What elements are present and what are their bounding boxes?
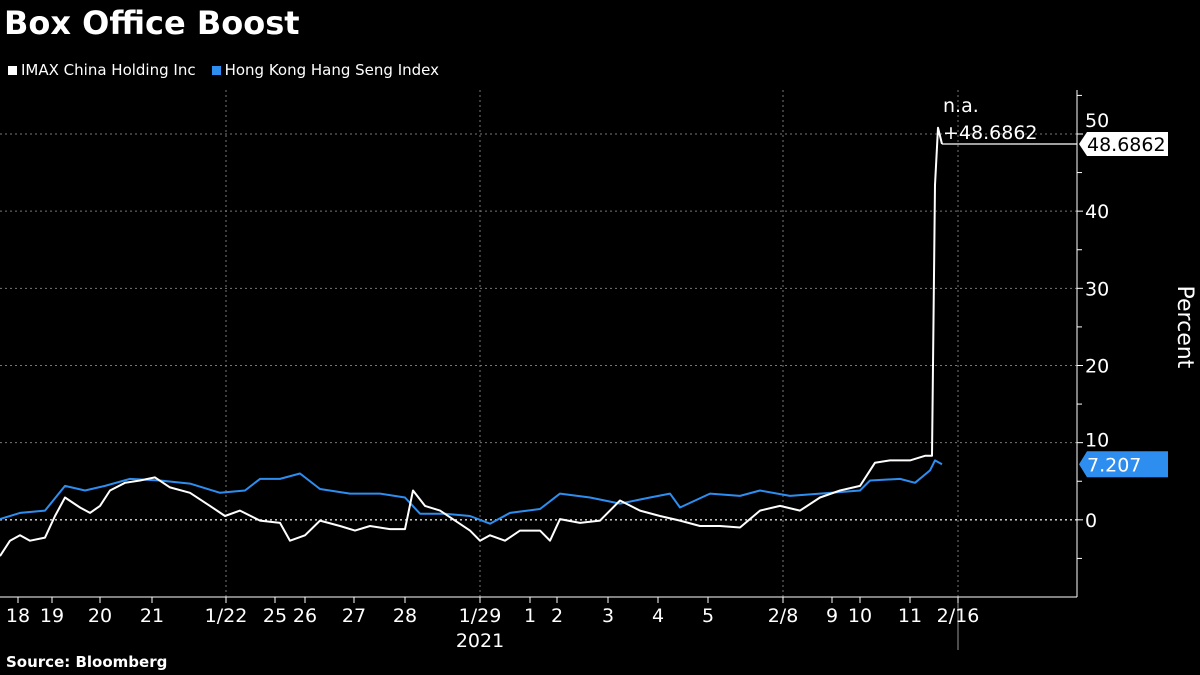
legend-swatch-hsi bbox=[211, 65, 221, 75]
series-line-hsi bbox=[0, 459, 943, 525]
x-tick-label: 19 bbox=[40, 605, 64, 627]
x-tick-label: 18 bbox=[6, 605, 30, 627]
y-tick-label: 20 bbox=[1085, 355, 1109, 377]
imax-last-value: 48.6862 bbox=[1087, 134, 1166, 156]
source-note: Source: Bloomberg bbox=[6, 653, 168, 671]
legend-item-hsi[interactable]: Hong Kong Hang Seng Index bbox=[211, 61, 440, 79]
legend-label: Hong Kong Hang Seng Index bbox=[224, 61, 440, 79]
hsi-last-value: 7.207 bbox=[1087, 454, 1141, 476]
imax-last-value-tag bbox=[1079, 132, 1168, 157]
x-tick-label: 2 bbox=[551, 605, 563, 627]
x-tick-label: 1/22 bbox=[205, 605, 248, 627]
imax-na-label: n.a. bbox=[943, 95, 979, 117]
series-line-imax bbox=[0, 126, 943, 557]
x-tick-label: 9 bbox=[826, 605, 838, 627]
x-tick-label: 3 bbox=[602, 605, 614, 627]
legend-label: IMAX China Holding Inc bbox=[21, 61, 196, 79]
x-tick-label: 26 bbox=[293, 605, 317, 627]
y-tick-label: 10 bbox=[1085, 429, 1109, 451]
y-tick-label: 30 bbox=[1085, 278, 1109, 300]
chart-title: Box Office Boost bbox=[4, 4, 300, 42]
legend-swatch-imax bbox=[8, 65, 17, 75]
x-tick-label: 1 bbox=[524, 605, 536, 627]
y-tick-label: 50 bbox=[1085, 110, 1109, 132]
x-tick-label: 5 bbox=[702, 605, 714, 627]
imax-change-label: +48.6862 bbox=[943, 122, 1038, 144]
x-tick-label: 2/16 bbox=[937, 605, 980, 627]
x-tick-label: 27 bbox=[342, 605, 366, 627]
x-tick-label: 4 bbox=[652, 605, 664, 627]
y-tick-label: 0 bbox=[1085, 510, 1097, 532]
x-tick-label: 20 bbox=[88, 605, 112, 627]
y-tick-label: 40 bbox=[1085, 201, 1109, 223]
x-tick-label: 28 bbox=[393, 605, 417, 627]
x-tick-label: 10 bbox=[848, 605, 872, 627]
y-axis-label: Percent bbox=[1172, 286, 1197, 369]
x-tick-label: 25 bbox=[263, 605, 287, 627]
x-tick-label: 2/8 bbox=[768, 605, 799, 627]
legend-item-imax[interactable]: IMAX China Holding Inc bbox=[8, 61, 196, 79]
hsi-last-value-tag bbox=[1079, 451, 1168, 478]
legend: IMAX China Holding Inc Hong Kong Hang Se… bbox=[8, 61, 439, 79]
x-year-label: 2021 bbox=[456, 630, 504, 652]
x-tick-label: 1/29 bbox=[459, 605, 502, 627]
x-tick-label: 21 bbox=[140, 605, 164, 627]
x-tick-label: 11 bbox=[898, 605, 922, 627]
